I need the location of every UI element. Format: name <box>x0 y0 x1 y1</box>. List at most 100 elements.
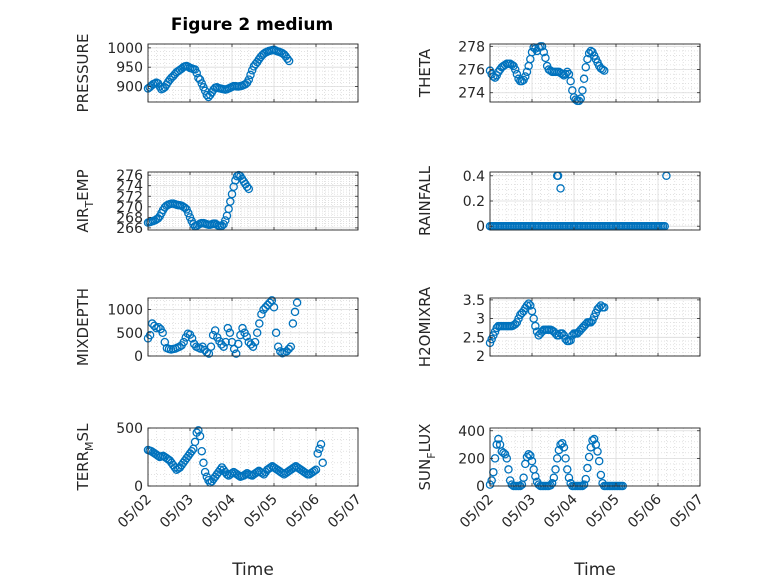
subplot-2: 274 276 278 THETA <box>416 39 701 106</box>
data-point <box>197 79 207 88</box>
data-point <box>579 74 589 84</box>
data-point <box>286 342 296 351</box>
data-point <box>192 68 201 78</box>
data-point <box>531 472 540 481</box>
data-point <box>504 465 513 474</box>
data-point <box>547 478 557 488</box>
data-point <box>194 426 203 435</box>
data-point <box>284 56 294 66</box>
x-axis-label: Time <box>231 560 274 580</box>
data-point <box>563 465 572 474</box>
x-tick-label: 05/05 <box>583 492 623 532</box>
data-point <box>219 342 228 351</box>
y-tick-label: 274 <box>458 86 485 102</box>
x-tick-label: 05/02 <box>457 492 497 532</box>
y-tick-label: 0 <box>134 349 143 365</box>
data-point <box>284 344 293 354</box>
x-tick-label: 05/05 <box>241 492 281 532</box>
data-point <box>248 342 258 351</box>
axes-frame <box>489 297 701 357</box>
data-point <box>147 319 157 328</box>
data-point <box>584 452 594 462</box>
data-point <box>234 339 243 349</box>
x-tick-label: 05/02 <box>115 492 155 532</box>
data-point <box>581 62 591 72</box>
data-point <box>583 463 592 473</box>
x-tick-label: 05/03 <box>499 492 539 532</box>
data-point <box>589 434 599 444</box>
data-point <box>581 474 591 484</box>
data-point <box>244 75 254 84</box>
data-point <box>594 303 604 312</box>
data-point <box>145 330 155 340</box>
data-series <box>143 426 327 487</box>
y-tick-label: 0 <box>476 479 485 495</box>
y-axis-label: THETA <box>416 48 434 98</box>
data-point <box>315 444 324 454</box>
subplot-8: 05/02 05/03 05/04 05/05 05/06 05/07 0 200 400 SUN… <box>416 424 707 580</box>
figure-title: Figure 2 medium <box>171 15 333 35</box>
data-point <box>313 449 322 458</box>
y-tick-label: 270 <box>116 200 143 216</box>
data-point <box>179 337 188 347</box>
data-point <box>255 319 264 328</box>
axes-frame <box>147 43 359 103</box>
data-point <box>252 328 262 338</box>
data-point <box>566 76 575 86</box>
y-tick-label: 278 <box>458 39 485 55</box>
data-point <box>200 467 210 477</box>
data-point <box>242 332 251 341</box>
data-point <box>593 447 602 456</box>
subplot-5: 0 500 1000 MIXDEPTH <box>74 288 359 366</box>
y-tick-label: 900 <box>116 80 143 96</box>
data-point <box>206 342 216 351</box>
x-axis-label: Time <box>573 560 616 580</box>
y-tick-label: 0 <box>134 479 143 495</box>
y-tick-label: 274 <box>116 179 143 195</box>
data-point <box>265 298 275 307</box>
y-tick-label: 950 <box>116 60 143 76</box>
y-tick-label: 3 <box>476 312 485 328</box>
data-point <box>276 347 285 356</box>
data-point <box>238 323 247 333</box>
data-point <box>578 86 587 95</box>
data-point <box>522 67 532 77</box>
data-point <box>564 473 574 482</box>
data-point <box>225 328 235 338</box>
y-axis-label: RAINFALL <box>416 165 434 236</box>
data-point <box>527 456 537 466</box>
data-point <box>250 337 260 347</box>
data-point <box>259 305 268 314</box>
data-point <box>271 328 281 338</box>
data-point <box>561 69 570 79</box>
data-point <box>559 443 569 452</box>
data-point <box>524 299 533 308</box>
data-point <box>196 344 205 353</box>
data-point <box>596 470 606 480</box>
y-axis-label: SUNFLUX <box>416 424 438 491</box>
subplot-6: 2 2.5 3 3.5 H2OMIXRA <box>416 286 701 367</box>
data-point <box>217 340 226 349</box>
x-tick-label: 05/04 <box>541 491 581 531</box>
data-point <box>599 66 609 75</box>
data-point <box>232 171 242 181</box>
data-point <box>537 42 547 51</box>
y-tick-label: 400 <box>458 424 485 440</box>
data-point <box>502 454 512 463</box>
x-tick-label: 05/07 <box>325 492 365 532</box>
data-point <box>190 437 200 447</box>
data-point <box>195 431 205 441</box>
data-point <box>510 65 520 74</box>
y-tick-label: 266 <box>116 221 143 237</box>
y-tick-label: 0.4 <box>463 169 485 185</box>
y-tick-label: 500 <box>116 326 143 342</box>
data-point <box>524 449 533 459</box>
data-point <box>310 466 319 476</box>
data-point <box>521 72 530 81</box>
data-point <box>195 75 205 84</box>
y-tick-label: 276 <box>458 63 485 79</box>
data-point <box>175 342 184 351</box>
axes-frame <box>147 171 359 231</box>
x-tick-label: 05/06 <box>283 491 323 531</box>
